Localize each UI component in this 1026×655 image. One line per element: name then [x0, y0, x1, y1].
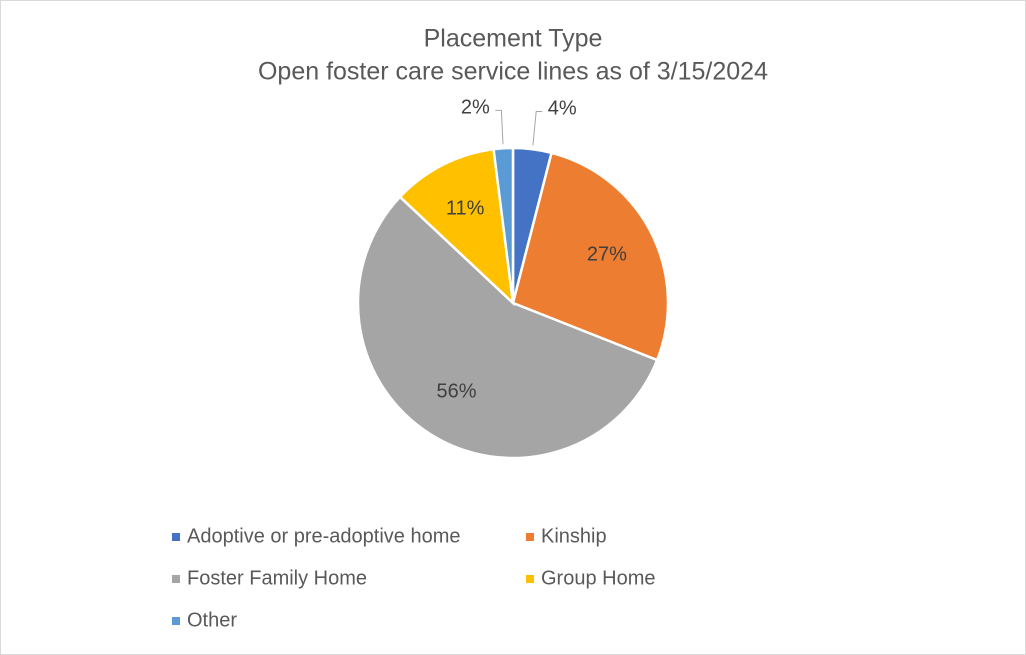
pie-slice — [356, 195, 659, 460]
leader-line — [495, 109, 504, 145]
legend-label: Group Home — [541, 567, 656, 589]
pie-slice — [492, 146, 515, 304]
legend-swatch — [172, 575, 180, 583]
data-label: 11% — [446, 197, 485, 219]
legend-label: Adoptive or pre-adoptive home — [187, 525, 461, 547]
data-label: 56% — [437, 380, 477, 402]
pie-slice — [511, 151, 670, 362]
legend-swatch — [172, 617, 180, 625]
legend-label: Other — [187, 609, 237, 631]
leader-line — [532, 110, 543, 146]
data-label: 2% — [461, 97, 490, 119]
legend-swatch — [172, 533, 180, 541]
chart-subtitle: Open foster care service lines as of 3/1… — [258, 58, 768, 86]
legend-label: Kinship — [541, 525, 607, 547]
legend-label: Foster Family Home — [187, 567, 367, 589]
data-label: 27% — [587, 243, 627, 265]
pie-slice — [398, 147, 515, 307]
legend-swatch — [526, 533, 534, 541]
legend-swatch — [526, 575, 534, 583]
data-label: 4% — [548, 98, 577, 120]
chart-title: Placement Type — [424, 25, 603, 53]
